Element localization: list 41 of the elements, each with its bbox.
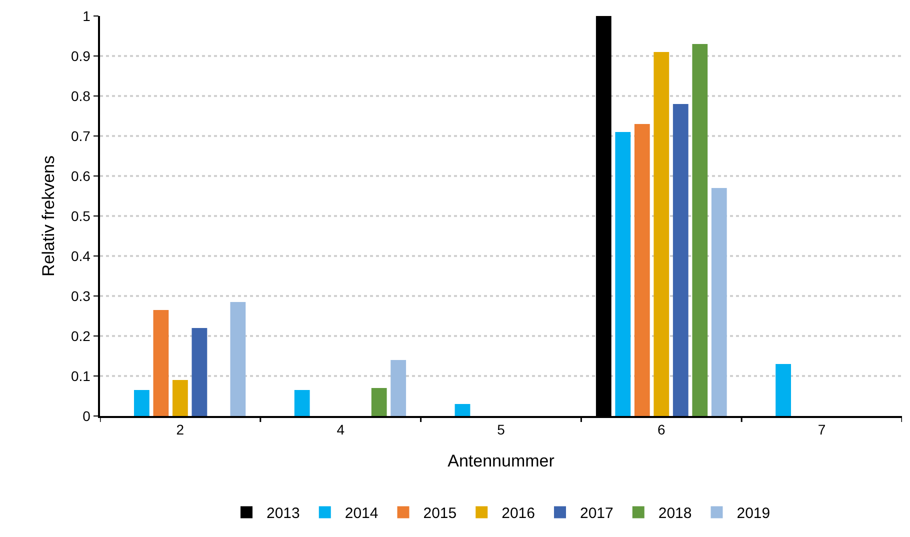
- bar: [294, 390, 310, 416]
- y-tick-label: 0.3: [70, 288, 91, 304]
- legend-label: 2013: [266, 505, 300, 522]
- bar: [454, 404, 470, 416]
- bar: [192, 328, 208, 416]
- bar: [672, 104, 688, 416]
- bar: [615, 132, 631, 416]
- legend-label: 2015: [423, 505, 457, 522]
- x-tick-label: 5: [497, 422, 506, 438]
- x-tick-label: 6: [658, 422, 666, 438]
- x-tick-label: 4: [336, 422, 345, 438]
- bar: [711, 188, 727, 416]
- y-tick-label: 0: [82, 408, 91, 424]
- y-axis-title: Relativ frekvens: [39, 156, 58, 276]
- y-tick-label: 0.4: [70, 248, 91, 264]
- y-tick-label: 0.9: [70, 48, 91, 64]
- y-tick-label: 0.6: [70, 168, 91, 184]
- y-tick-label: 0.5: [70, 208, 91, 224]
- y-tick-label: 0.8: [70, 88, 91, 104]
- y-tick-label: 0.7: [70, 128, 91, 144]
- legend-label: 2014: [344, 505, 378, 522]
- bar: [172, 380, 188, 416]
- y-tick-label: 0.2: [70, 328, 91, 344]
- bar: [390, 360, 406, 416]
- bar: [776, 364, 791, 416]
- x-axis-title: Antennummer: [448, 451, 555, 470]
- x-tick-label: 2: [176, 422, 184, 438]
- bar: [230, 302, 246, 416]
- legend-label: 2019: [736, 505, 770, 522]
- bar: [692, 44, 708, 416]
- legend-label: 2016: [502, 505, 535, 522]
- bar: [153, 310, 169, 416]
- bar: [634, 124, 650, 416]
- legend-label: 2018: [658, 505, 692, 522]
- bar: [371, 388, 387, 416]
- legend-label: 2017: [580, 505, 614, 522]
- bar: [134, 390, 150, 416]
- bar: [654, 52, 670, 416]
- x-tick-label: 7: [818, 422, 826, 438]
- y-tick-label: 0.1: [70, 368, 91, 384]
- y-tick-label: 1: [82, 8, 91, 24]
